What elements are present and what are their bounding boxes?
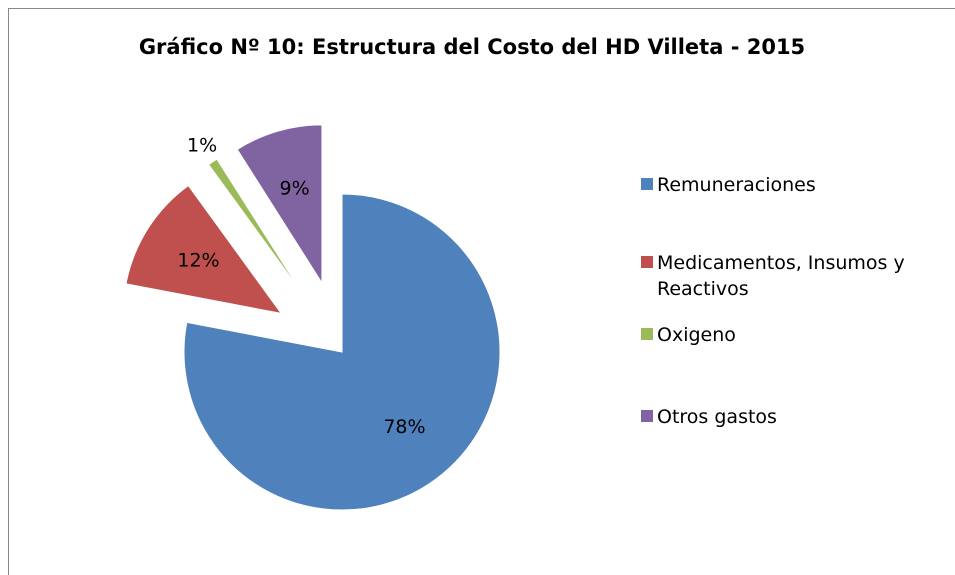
chart-title: Gráfico Nº 10: Estructura del Costo del … <box>139 35 805 59</box>
legend-label: Medicamentos, Insumos y Reactivos <box>657 252 905 300</box>
chart-border <box>8 8 955 575</box>
legend-label: Otros gastos <box>657 406 777 428</box>
legend-item: Oxigeno <box>641 322 951 348</box>
legend-label: Remuneraciones <box>657 174 816 196</box>
legend-item: Otros gastos <box>641 404 951 430</box>
legend: Remuneraciones Medicamentos, Insumos y Re… <box>641 172 951 486</box>
data-label: 1% <box>187 135 217 157</box>
legend-label: Oxigeno <box>657 324 736 346</box>
legend-item: Remuneraciones <box>641 172 951 198</box>
legend-swatch <box>641 410 653 422</box>
legend-swatch <box>641 328 653 340</box>
data-label: 12% <box>177 249 219 271</box>
data-label: 9% <box>280 177 310 199</box>
pie-slice <box>236 124 323 285</box>
pie-slice <box>207 158 302 293</box>
legend-swatch <box>641 178 653 190</box>
legend-swatch <box>641 256 653 268</box>
data-label: 78% <box>383 416 425 438</box>
legend-item: Medicamentos, Insumos y Reactivos <box>641 250 951 302</box>
pie-slice <box>125 184 283 315</box>
pie-slice <box>183 193 501 511</box>
